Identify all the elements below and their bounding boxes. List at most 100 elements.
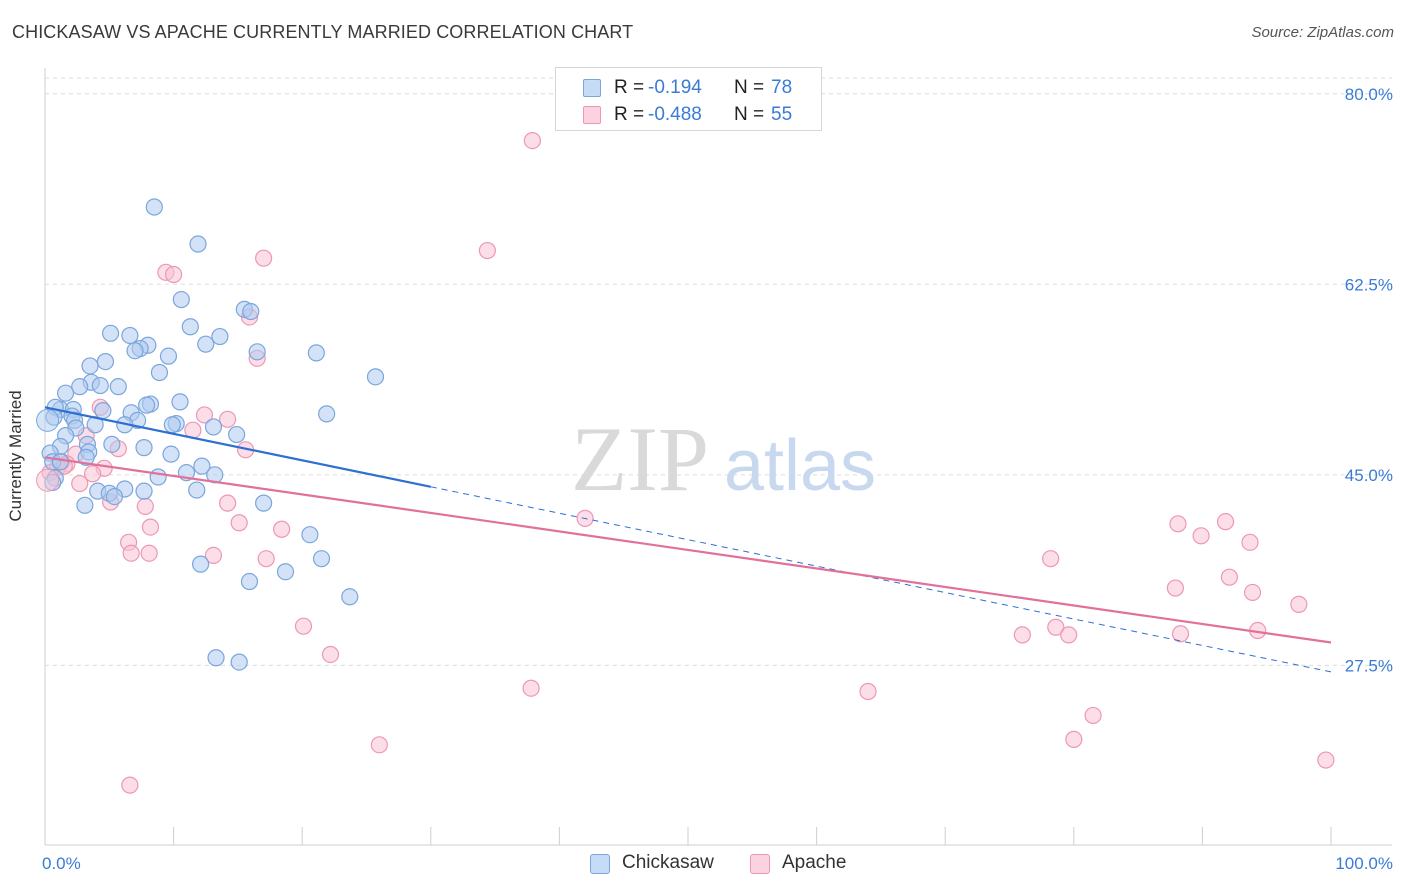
chickasaw-point [56, 384, 75, 402]
apache-point [165, 265, 183, 284]
apache-swatch [583, 106, 601, 124]
chickasaw-point [204, 418, 223, 436]
legend-label: Chickasaw [622, 852, 714, 873]
apache-point [1169, 515, 1187, 533]
source-label: Source: ZipAtlas.com [1251, 24, 1394, 41]
chickasaw-point [150, 363, 169, 382]
apache-point [1013, 626, 1031, 644]
apache-point [1065, 730, 1083, 748]
series-legend: Chickasaw Apache [0, 852, 1406, 878]
chickasaw-point [96, 353, 115, 371]
apache-point [255, 249, 273, 267]
apache-point [523, 131, 541, 150]
tick-labels: 80.0% 62.5% 45.0% 27.5% 0.0% 100.0% [42, 85, 1393, 873]
legend-row-chickasaw: R = -0.194 N = 78 [556, 72, 821, 102]
apache-point [257, 550, 275, 568]
apache-point [1317, 751, 1335, 769]
chickasaw-point [135, 439, 153, 457]
chickasaw-point [145, 198, 163, 216]
apache-point [370, 736, 388, 754]
chickasaw-swatch [590, 854, 610, 874]
x-tick-label: 0.0% [42, 854, 81, 873]
apache-point [1241, 533, 1259, 551]
apache-point [1290, 595, 1308, 613]
apache-point [522, 679, 540, 697]
legend-n-label: N = [734, 77, 765, 98]
apache-point [1243, 583, 1262, 602]
chickasaw-point [101, 324, 120, 342]
apache-point [1060, 626, 1078, 644]
chickasaw-point [312, 550, 331, 568]
chickasaw-point [193, 457, 211, 475]
y-tick-label: 27.5% [1345, 656, 1393, 675]
apache-point [1084, 706, 1102, 725]
chickasaw-point [255, 494, 273, 512]
chickasaw-point [197, 335, 215, 353]
apache-swatch [750, 854, 770, 874]
chickasaw-point [149, 468, 167, 486]
chickasaw-point [76, 496, 94, 514]
x-tick-label: 100.0% [1335, 854, 1393, 873]
apache-point [141, 518, 160, 536]
stats-legend: R = -0.194 N = 78 R = -0.488 N = 55 [555, 67, 822, 131]
watermark: ZIP atlas [571, 408, 876, 510]
apache-point [1216, 513, 1235, 531]
apache-point [1042, 550, 1060, 568]
chickasaw-point [228, 425, 246, 444]
chickasaw-point [301, 526, 319, 544]
legend-r-label: R = [614, 104, 645, 125]
apache-point [230, 514, 248, 532]
apache-point [219, 494, 237, 512]
chickasaw-trend-line [44, 406, 432, 488]
legend-r-label: R = [614, 77, 645, 98]
chickasaw-point [192, 555, 210, 573]
apache-point [136, 497, 154, 516]
chickasaw-point [172, 290, 190, 309]
chickasaw-point [207, 649, 225, 667]
legend-label: Apache [782, 852, 847, 873]
chickasaw-point [103, 435, 121, 453]
chickasaw-point [77, 448, 95, 467]
apache-point [140, 544, 158, 562]
legend-n-label: N = [734, 104, 765, 125]
chickasaw-point [91, 376, 109, 395]
chickasaw-point [36, 408, 60, 432]
chickasaw-point [109, 378, 127, 396]
apache-point [859, 682, 877, 701]
chickasaw-point [211, 327, 229, 346]
chickasaw-point [105, 488, 124, 506]
legend-r-value: -0.194 [648, 77, 702, 98]
chickasaw-point [162, 445, 180, 463]
chickasaw-swatch [583, 79, 601, 97]
chickasaw-point [135, 482, 153, 500]
chickasaw-point [163, 416, 181, 434]
chickasaw-point [121, 326, 139, 345]
apache-point [1171, 625, 1190, 643]
chickasaw-point [94, 401, 112, 420]
apache-point [71, 474, 89, 493]
legend-row-apache: R = -0.488 N = 55 [556, 99, 821, 129]
chickasaw-point [126, 342, 144, 360]
chart-title: CHICKASAW VS APACHE CURRENTLY MARRIED CO… [12, 22, 634, 42]
apache-point [478, 241, 496, 260]
chickasaw-point [366, 368, 385, 386]
apache-point [1166, 579, 1184, 597]
apache-point [273, 520, 291, 538]
apache-point [1220, 568, 1239, 586]
chickasaw-point [318, 405, 336, 423]
apache-point [122, 544, 140, 562]
chickasaw-point [240, 572, 259, 591]
chickasaw-point [189, 235, 207, 253]
apache-point [204, 546, 223, 564]
watermark-zip: ZIP [571, 408, 709, 510]
chickasaw-point [71, 378, 89, 396]
chickasaw-point [276, 563, 295, 581]
y-axis-label: Currently Married [6, 390, 25, 522]
apache-point [36, 468, 60, 492]
trend-lines [44, 406, 1332, 673]
apache-point [1192, 527, 1210, 545]
chickasaw-point [341, 588, 359, 606]
chickasaw-trend-extension [430, 486, 1332, 673]
chickasaw-point [51, 453, 70, 471]
